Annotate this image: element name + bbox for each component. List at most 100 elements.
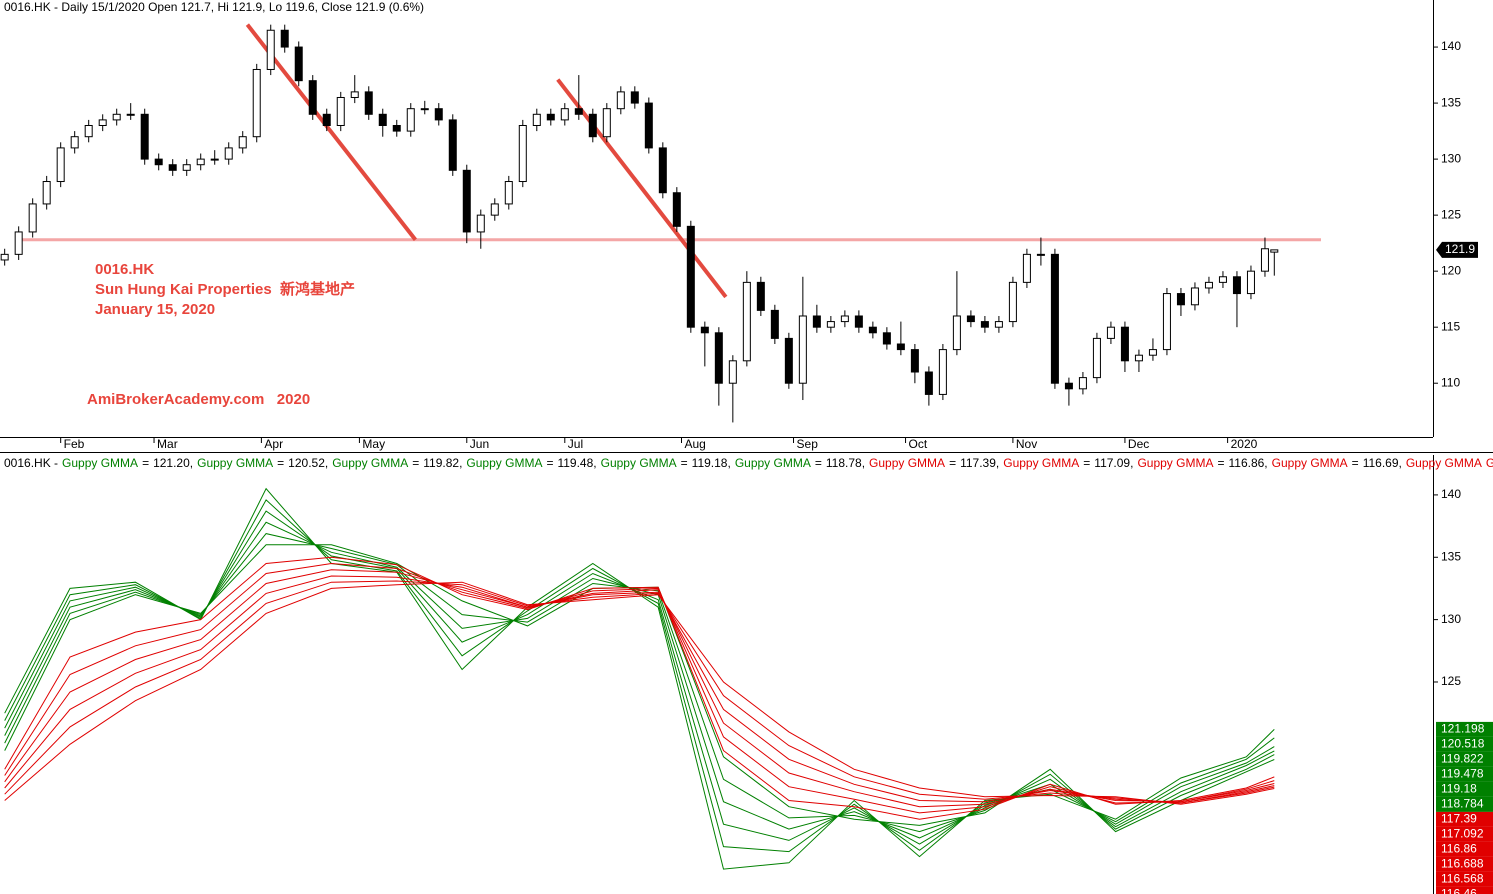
legend-value: 119.48 xyxy=(557,456,593,470)
x-tick-label: Mar xyxy=(157,437,178,451)
annotation: 0016.HK xyxy=(95,261,154,278)
annotation: January 15, 2020 xyxy=(95,301,215,318)
candle-body xyxy=(980,321,989,328)
gmma-line xyxy=(4,562,1275,814)
candle-body xyxy=(196,158,205,166)
candle-body xyxy=(266,29,275,70)
x-tick-label: Oct xyxy=(909,437,928,451)
value-box xyxy=(1436,826,1493,842)
legend-name: Guppy GMMA xyxy=(1137,456,1213,470)
y-tick-label: 130 xyxy=(1441,151,1461,165)
x-tick-label: Aug xyxy=(684,437,705,451)
candle-body xyxy=(756,281,765,311)
y-tick-label: 135 xyxy=(1441,549,1461,563)
candle-body xyxy=(938,349,947,395)
value-box xyxy=(1436,751,1493,767)
price-tag xyxy=(1436,241,1478,258)
candle-body xyxy=(1190,287,1199,306)
legend-separator: = xyxy=(412,456,419,470)
legend-name: Guppy GMMA xyxy=(601,456,677,470)
value-box-label: 120.518 xyxy=(1441,737,1485,751)
y-tick-label: 125 xyxy=(1441,674,1461,688)
legend-separator: = xyxy=(681,456,688,470)
legend-name: Guppy GMMA xyxy=(197,456,273,470)
candle-body xyxy=(1232,276,1241,295)
candle-body xyxy=(224,147,233,160)
candle-body xyxy=(910,349,919,373)
value-box-label: 119.478 xyxy=(1441,767,1484,781)
legend-value: 116.69 xyxy=(1363,456,1399,470)
candle-body xyxy=(518,124,527,183)
x-tick-label: Sep xyxy=(797,437,819,451)
candle-body xyxy=(1148,349,1157,356)
legend-delimiter: , xyxy=(1399,456,1402,470)
legend-value: 121.20 xyxy=(153,456,190,470)
y-tick-label: 130 xyxy=(1441,612,1461,626)
candle-body xyxy=(434,108,443,121)
candle-body xyxy=(1050,253,1059,384)
legend-name: Guppy GMMA xyxy=(1486,456,1493,470)
candle-body xyxy=(210,158,219,161)
value-box xyxy=(1436,781,1493,797)
candle-body xyxy=(546,113,555,121)
legend-delimiter: , xyxy=(1130,456,1133,470)
legend-name: Guppy GMMA xyxy=(869,456,945,470)
value-box xyxy=(1436,796,1493,812)
candle-body xyxy=(406,108,415,132)
candle-body xyxy=(1092,337,1101,379)
candle-body xyxy=(294,46,303,82)
legend-separator: = xyxy=(1352,456,1359,470)
candle-body xyxy=(448,119,457,171)
candle-body xyxy=(966,315,975,323)
candle-body xyxy=(504,181,513,205)
value-box-label: 117.39 xyxy=(1441,812,1477,826)
chart-title: 0016.HK - Daily 15/1/2020 Open 121.7, Hi… xyxy=(4,0,424,14)
candle-body xyxy=(672,192,681,227)
value-box-label: 119.18 xyxy=(1441,782,1477,796)
legend-separator: = xyxy=(949,456,956,470)
legend-separator: = xyxy=(1083,456,1090,470)
candle-body xyxy=(714,332,723,384)
candle-body xyxy=(476,214,485,233)
candle-body xyxy=(140,113,149,160)
legend-delimiter: , xyxy=(862,456,865,470)
value-box-label: 116.86 xyxy=(1441,842,1477,856)
candle-body xyxy=(630,91,639,104)
legend-delimiter: , xyxy=(996,456,999,470)
candle-body xyxy=(840,315,849,323)
legend-delimiter: , xyxy=(459,456,462,470)
legend-delimiter: , xyxy=(727,456,730,470)
legend-value: 118.78 xyxy=(826,456,862,470)
x-tick-label: Jun xyxy=(470,437,489,451)
x-tick-label: Jul xyxy=(568,437,583,451)
value-box xyxy=(1436,841,1493,857)
candle-body xyxy=(308,80,317,115)
candle-body xyxy=(1120,326,1129,362)
value-box-label: 117.092 xyxy=(1441,827,1484,841)
y-tick-label: 115 xyxy=(1441,319,1460,333)
candle-body xyxy=(238,136,247,149)
y-tick-label: 140 xyxy=(1441,487,1461,501)
candle-body xyxy=(1078,377,1087,390)
legend-delimiter: , xyxy=(190,456,193,470)
candle-body xyxy=(112,113,121,121)
candle-body xyxy=(420,108,429,111)
x-tick-label: 2020 xyxy=(1231,437,1258,451)
candle-body xyxy=(588,113,597,138)
legend-name: Guppy GMMA xyxy=(466,456,542,470)
legend-separator: = xyxy=(546,456,553,470)
candle-body xyxy=(42,181,51,205)
legend-separator: = xyxy=(277,456,284,470)
legend-title: 0016.HK - xyxy=(4,456,58,470)
value-box-label: 119.822 xyxy=(1441,752,1484,766)
candle-body xyxy=(854,315,863,328)
candle-body xyxy=(1134,354,1143,362)
value-box-label: 118.784 xyxy=(1441,797,1484,811)
value-box xyxy=(1436,856,1493,872)
x-tick-label: Nov xyxy=(1016,437,1037,451)
legend-value: 119.18 xyxy=(692,456,728,470)
legend-delimiter: , xyxy=(593,456,596,470)
candle-body xyxy=(98,119,107,126)
candle-body xyxy=(868,326,877,334)
